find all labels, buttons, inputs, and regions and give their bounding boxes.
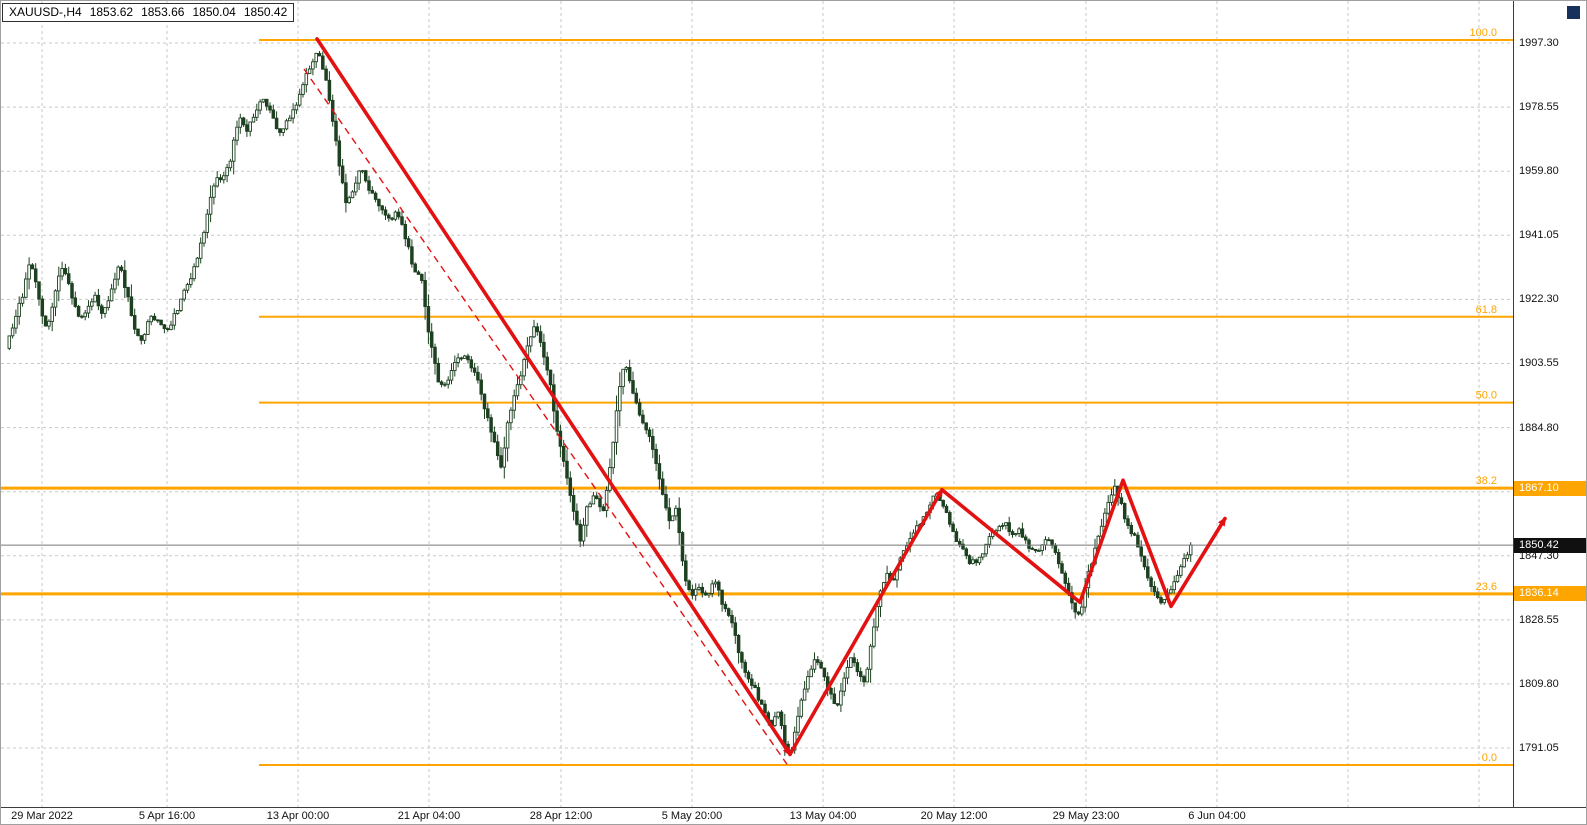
price-axis-label: 1903.55	[1519, 357, 1559, 370]
ohlc-low: 1850.04	[192, 5, 236, 19]
price-axis-label: 1791.05	[1519, 742, 1559, 755]
fib-price-tag: 1867.10	[1514, 480, 1586, 496]
price-axis-label: 1809.80	[1519, 677, 1559, 690]
time-axis-label: 13 Apr 00:00	[266, 810, 330, 822]
symbol-info-box: XAUUSD-,H4 1853.62 1853.66 1850.04 1850.42	[2, 3, 295, 22]
price-axis-label: 1828.55	[1519, 613, 1559, 626]
zigzag-arrow[interactable]	[940, 478, 1227, 609]
price-axis-label: 1941.05	[1519, 229, 1559, 242]
dashed-trendline[interactable]	[303, 68, 788, 765]
price-axis-label: 1847.30	[1519, 549, 1559, 562]
fibonacci-layer[interactable]: 100.0 61.8 50.0 38.2 23.6 0.0	[1, 27, 1513, 766]
grid-layer	[1, 1, 1513, 807]
chart-plot-area[interactable]: 100.0 61.8 50.0 38.2 23.6 0.0 XAUUSD-,H4 1853.…	[1, 1, 1513, 807]
annotation-layer[interactable]	[303, 37, 1227, 765]
time-axis-label: 29 May 23:00	[1052, 810, 1120, 822]
ohlc-open: 1853.62	[89, 5, 134, 19]
fib-level-label: 38.2	[1476, 475, 1497, 487]
price-axis-label: 1922.30	[1519, 293, 1559, 306]
fib-level-label: 50.0	[1476, 390, 1497, 402]
fib-price-tag: 1836.14	[1514, 586, 1586, 602]
time-axis-label: 13 May 04:00	[789, 810, 857, 822]
price-axis-label: 1997.30	[1519, 37, 1559, 50]
price-axis-label: 1959.80	[1519, 165, 1559, 178]
fib-level-label: 100.0	[1469, 27, 1497, 39]
corner-icon	[1567, 6, 1580, 19]
time-axis-label: 5 May 20:00	[661, 810, 723, 822]
ohlc-close: 1850.42	[243, 5, 288, 19]
downtrend-arrow[interactable]	[315, 37, 792, 757]
time-axis-label: 29 Mar 2022	[11, 810, 73, 822]
candles-layer	[7, 51, 1193, 756]
time-axis-label: 20 May 12:00	[920, 810, 988, 822]
price-axis-label: 1978.55	[1519, 101, 1559, 114]
current-price-tag: 1850.42	[1514, 537, 1586, 553]
time-axis-label: 28 Apr 12:00	[529, 810, 593, 822]
time-axis[interactable]: 29 Mar 2022 5 Apr 16:00 13 Apr 00:00 21 Apr…	[1, 807, 1586, 824]
time-axis-label: 5 Apr 16:00	[138, 810, 196, 822]
ohlc-high: 1853.66	[141, 5, 185, 19]
fib-level-label: 0.0	[1482, 752, 1497, 764]
chart-canvas[interactable]: 100.0 61.8 50.0 38.2 23.6 0.0	[1, 1, 1513, 807]
price-axis-label: 1884.80	[1519, 421, 1559, 434]
time-axis-label: 6 Jun 04:00	[1188, 810, 1246, 822]
fib-level-label: 23.6	[1476, 581, 1497, 593]
time-axis-label: 21 Apr 04:00	[397, 810, 461, 822]
rally-arrow[interactable]	[788, 487, 944, 757]
symbol-period-label: XAUUSD-,H4	[9, 5, 82, 19]
fib-level-label: 61.8	[1476, 304, 1497, 316]
price-axis[interactable]: 1997.30 1978.55 1959.80 1941.05 1922.30 1903.…	[1513, 1, 1586, 807]
